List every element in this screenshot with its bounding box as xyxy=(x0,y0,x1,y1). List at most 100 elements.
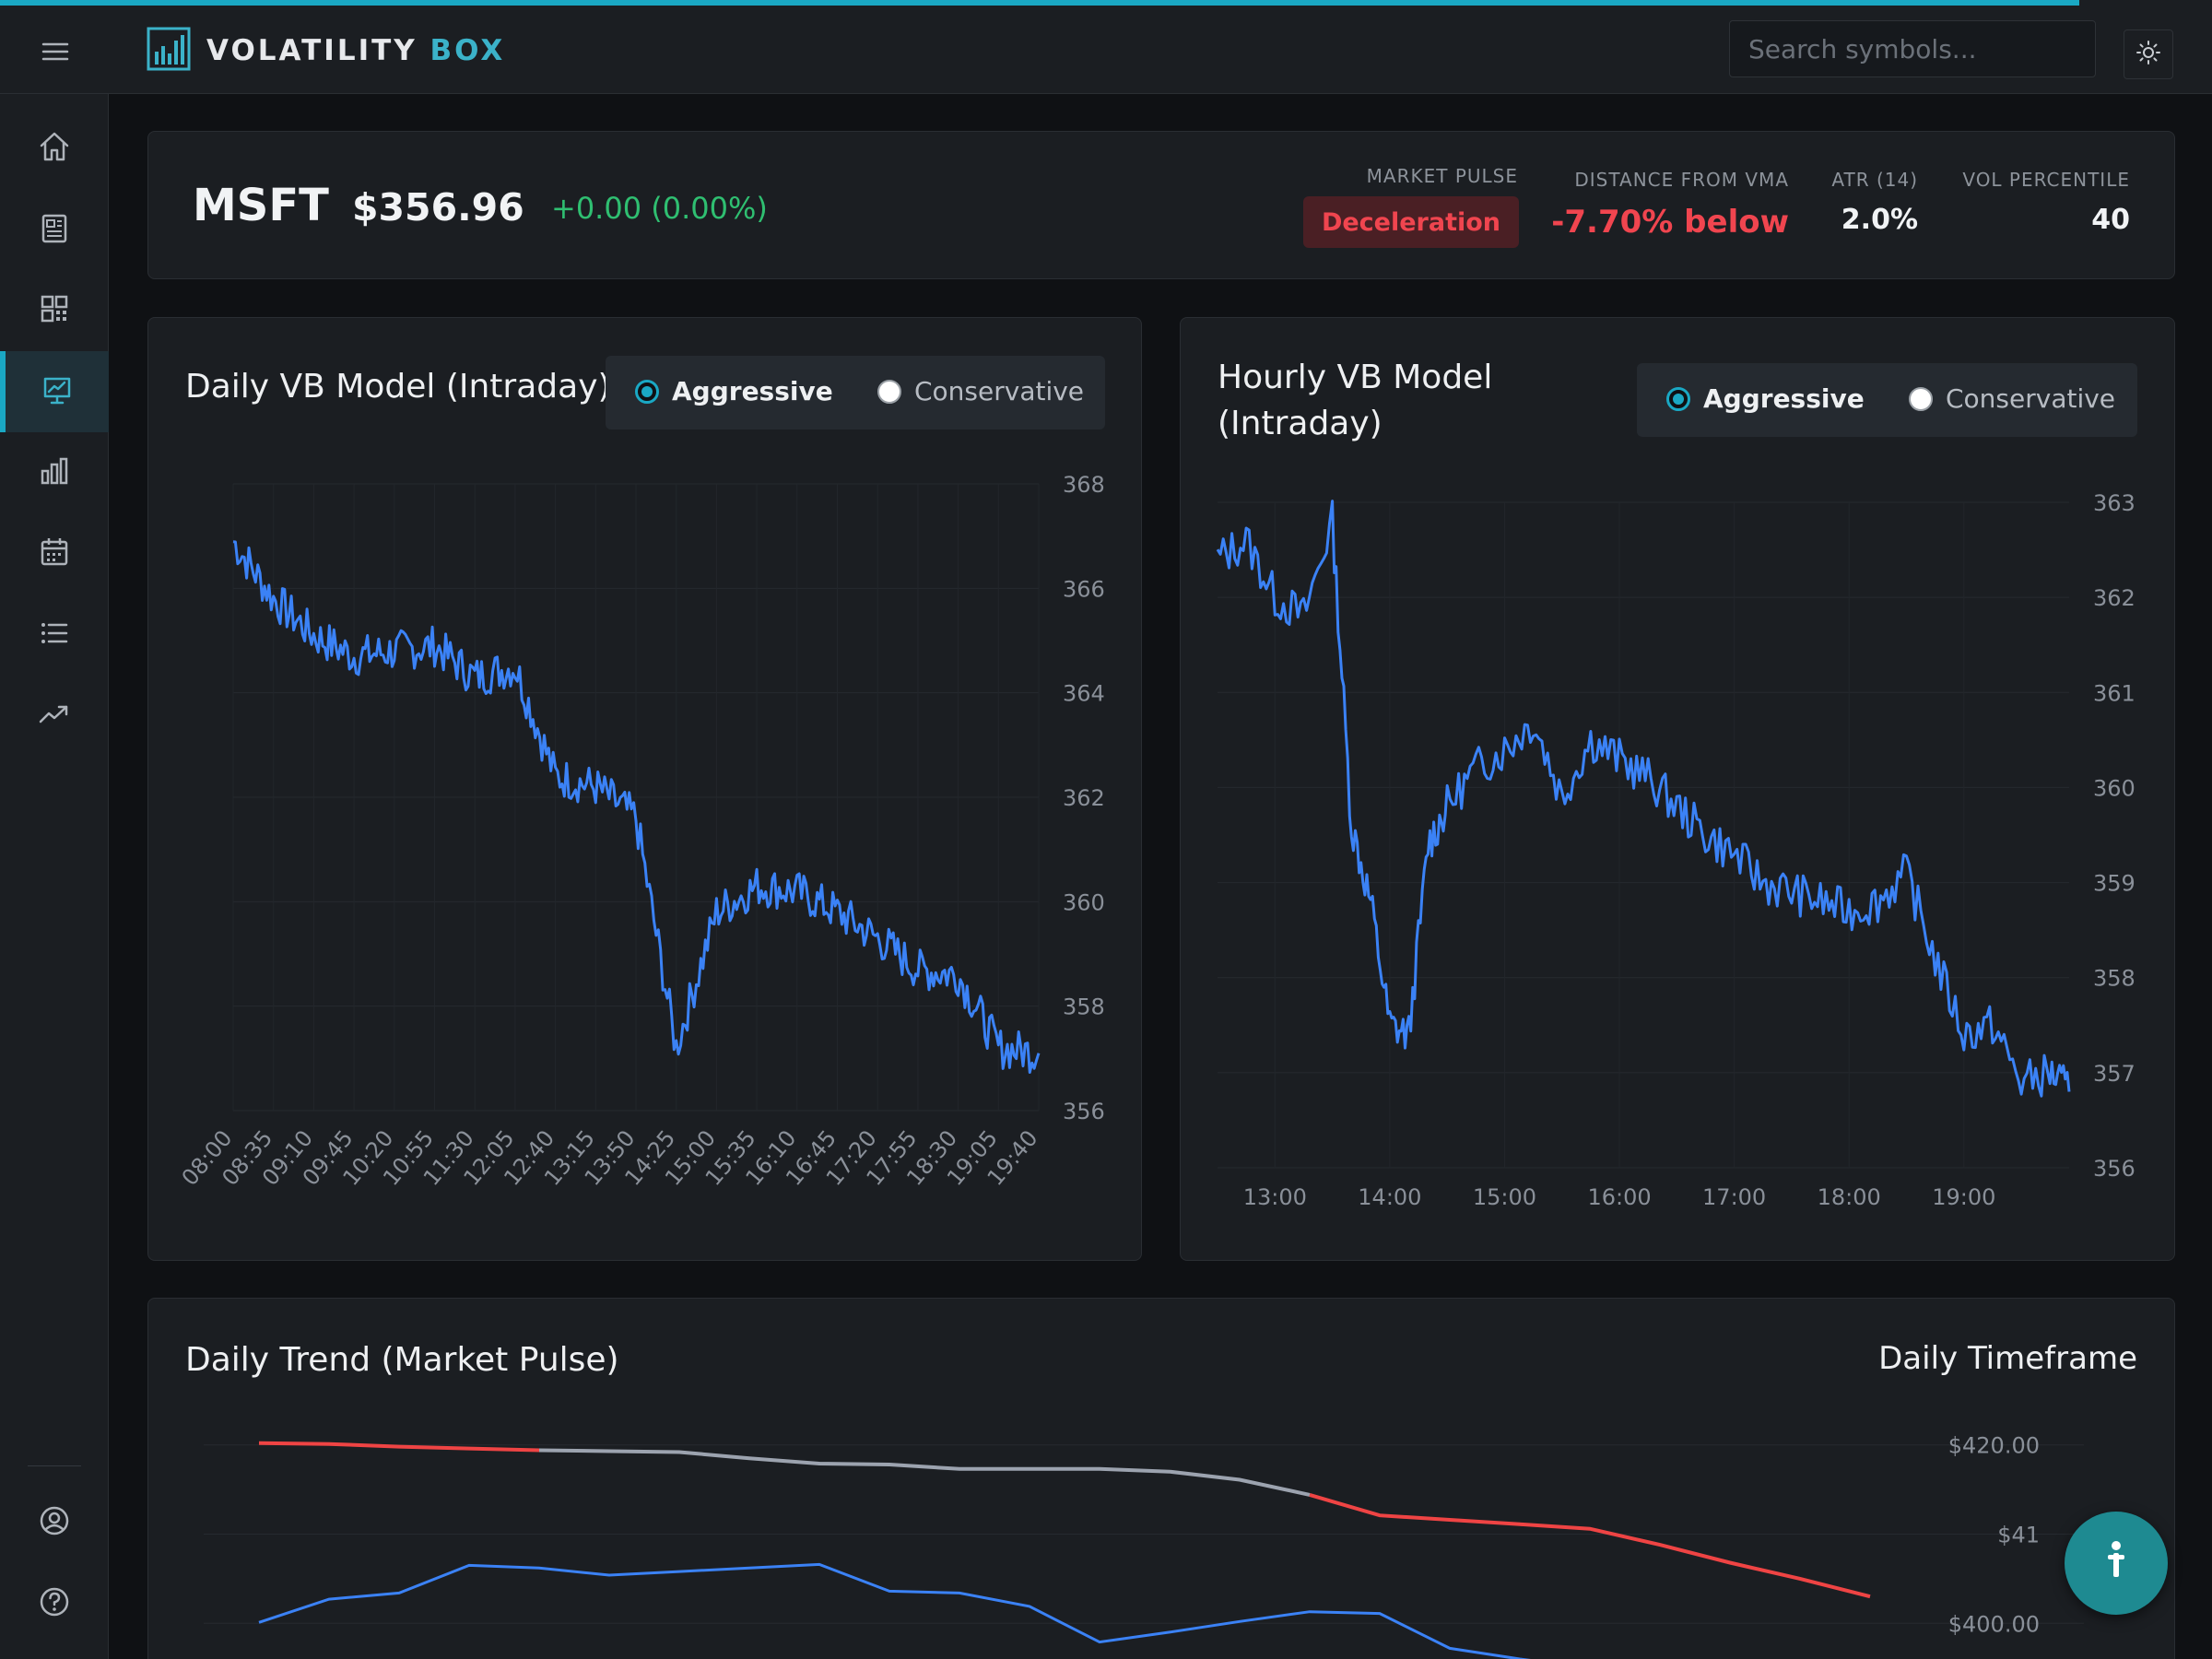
hourly-title-line1: Hourly VB Model xyxy=(1218,359,1493,396)
daily-vb-chart: 35635836036236436636808:0008:3509:1009:4… xyxy=(177,472,1105,1191)
sidebar-item-calendar[interactable] xyxy=(0,513,109,594)
x-tick-label: 17:00 xyxy=(1702,1184,1766,1210)
hourly-vb-chart: 356 357 358 359 360 361 362 363 13:00 14:00 15:00 1… xyxy=(1216,490,2136,1210)
bar-chart-logo-icon xyxy=(146,26,192,76)
sidebar-item-scanner[interactable] xyxy=(0,270,109,351)
radio-unchecked-icon xyxy=(877,379,901,404)
daily-conservative-label: Conservative xyxy=(914,376,1085,406)
daily-vb-model-card: Daily VB Model (Intraday) Aggressive Con… xyxy=(147,317,1142,1261)
daily-vb-model-title: Daily VB Model (Intraday) xyxy=(185,368,611,406)
trending-up-icon xyxy=(36,696,73,736)
x-tick-label: 18:00 xyxy=(1818,1184,1881,1210)
radio-checked-icon xyxy=(1666,386,1690,411)
vol-percentile-label: VOL PERCENTILE xyxy=(1962,169,2130,191)
last-price: $356.96 xyxy=(352,185,524,229)
y-tick-label: 358 xyxy=(2093,966,2136,992)
page-progress-fill xyxy=(0,0,2079,6)
app-logo[interactable]: VOLATILITY BOX xyxy=(146,26,505,76)
y-tick-label: 360 xyxy=(1063,889,1105,915)
sun-icon xyxy=(2135,39,2162,70)
ticker-symbol: MSFT xyxy=(193,180,329,231)
distance-from-vma-label: DISTANCE FROM VMA xyxy=(1574,169,1789,191)
daily-trend-chart: $420.00 $41 $400.00 xyxy=(204,1433,2084,1659)
y-tick-label: 363 xyxy=(2093,490,2136,516)
daily-timeframe-label: Daily Timeframe xyxy=(1878,1340,2137,1377)
list-icon xyxy=(36,615,73,655)
page-progress-track xyxy=(0,0,2212,6)
sidebar-item-trends[interactable] xyxy=(0,676,109,757)
sidebar-item-home[interactable] xyxy=(0,108,109,189)
daily-trend-title: Daily Trend (Market Pulse) xyxy=(185,1341,619,1379)
hourly-title-line2: (Intraday) xyxy=(1218,405,1382,442)
daily-aggressive-radio[interactable]: Aggressive xyxy=(635,376,833,406)
radio-checked-icon xyxy=(635,379,659,404)
y-tick-label: 357 xyxy=(2093,1061,2136,1087)
y-tick-label: 366 xyxy=(1063,576,1105,602)
hamburger-icon[interactable] xyxy=(37,33,74,70)
hourly-vb-model-card: Hourly VB Model (Intraday) Aggressive Co… xyxy=(1180,317,2175,1261)
hourly-aggressive-label: Aggressive xyxy=(1703,383,1865,414)
app-logo-text: VOLATILITY BOX xyxy=(206,34,505,67)
y-tick-label: $400.00 xyxy=(1948,1611,2040,1637)
vma-line xyxy=(258,1562,1531,1659)
y-tick-label: 362 xyxy=(2093,585,2136,611)
y-tick-label: 361 xyxy=(2093,680,2136,706)
market-pulse-badge: Deceleration xyxy=(1303,196,1519,248)
y-tick-label: 358 xyxy=(1063,994,1105,1020)
calendar-icon xyxy=(36,534,73,574)
y-tick-label: $420.00 xyxy=(1948,1433,2040,1459)
sidebar-divider xyxy=(28,1465,81,1466)
hourly-conservative-label: Conservative xyxy=(1946,383,2116,414)
vol-percentile-value: 40 xyxy=(2091,204,2130,236)
qr-grid-icon xyxy=(36,290,73,331)
top-bar: VOLATILITY BOX xyxy=(0,6,2212,94)
x-tick-label: 13:00 xyxy=(1243,1184,1307,1210)
radio-unchecked-icon xyxy=(1909,386,1933,411)
sidebar-nav xyxy=(0,94,109,1659)
presentation-chart-icon xyxy=(39,371,76,412)
accessibility-icon xyxy=(2098,1538,2135,1588)
y-tick-label: 364 xyxy=(1063,681,1105,707)
y-tick-label: $41 xyxy=(1997,1522,2040,1547)
y-tick-label: 368 xyxy=(1063,472,1105,498)
newspaper-icon xyxy=(36,209,73,250)
trend-line-red xyxy=(258,1441,540,1453)
price-line xyxy=(232,540,1041,1074)
hourly-aggressive-radio[interactable]: Aggressive xyxy=(1666,383,1865,414)
daily-model-mode-toggle: Aggressive Conservative xyxy=(606,356,1105,429)
price-change: +0.00 (0.00%) xyxy=(551,191,768,226)
x-tick-label: 19:00 xyxy=(1932,1184,1995,1210)
sidebar-item-charts[interactable] xyxy=(0,351,109,432)
sidebar-item-account[interactable] xyxy=(0,1482,109,1563)
trend-line-red xyxy=(1309,1492,1871,1599)
hourly-vb-model-title: Hourly VB Model (Intraday) xyxy=(1218,355,1492,447)
help-circle-icon xyxy=(36,1583,73,1624)
daily-aggressive-label: Aggressive xyxy=(672,376,833,406)
y-tick-label: 359 xyxy=(2093,871,2136,897)
daily-conservative-radio[interactable]: Conservative xyxy=(877,376,1084,406)
y-tick-label: 362 xyxy=(1063,785,1105,811)
quote-header-card: MSFT $356.96 +0.00 (0.00%) MARKET PULSE … xyxy=(147,131,2175,279)
y-tick-label: 356 xyxy=(1063,1099,1105,1124)
price-line xyxy=(1216,500,2071,1098)
logo-main-text: VOLATILITY xyxy=(206,34,418,67)
sidebar-item-help[interactable] xyxy=(0,1563,109,1644)
accessibility-button[interactable] xyxy=(2065,1512,2168,1615)
sidebar-item-news[interactable] xyxy=(0,189,109,270)
x-tick-label: 14:00 xyxy=(1358,1184,1421,1210)
x-tick-label: 16:00 xyxy=(1587,1184,1651,1210)
atr-label: ATR (14) xyxy=(1831,169,1918,191)
distance-from-vma-value: -7.70% below xyxy=(1551,204,1789,241)
bar-chart-icon xyxy=(36,453,73,493)
hourly-conservative-radio[interactable]: Conservative xyxy=(1909,383,2115,414)
theme-toggle-button[interactable] xyxy=(2124,29,2173,79)
user-circle-icon xyxy=(36,1502,73,1543)
search-input[interactable] xyxy=(1729,20,2096,77)
logo-accent-text: BOX xyxy=(429,34,506,67)
daily-trend-card: Daily Trend (Market Pulse) Daily Timefra… xyxy=(147,1298,2175,1659)
hourly-model-mode-toggle: Aggressive Conservative xyxy=(1637,363,2137,437)
market-pulse-label: MARKET PULSE xyxy=(1366,165,1518,187)
sidebar-item-analytics[interactable] xyxy=(0,432,109,513)
home-icon xyxy=(36,128,73,169)
sidebar-item-watchlist[interactable] xyxy=(0,594,109,676)
